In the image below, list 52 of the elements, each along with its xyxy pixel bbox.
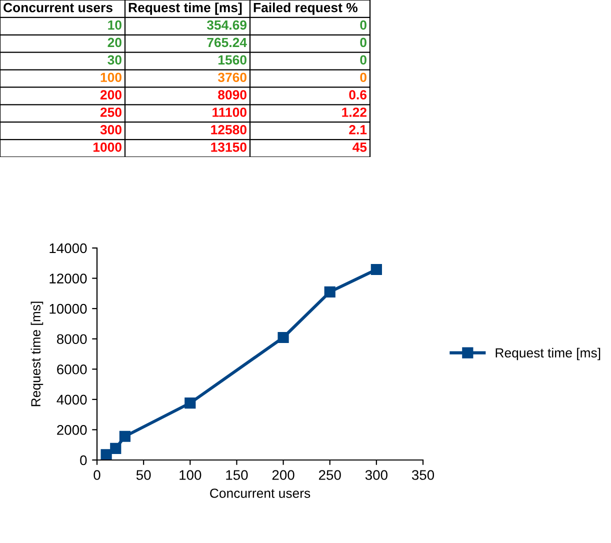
point [184,398,196,409]
text: 0.6 [349,90,367,100]
text: 0 [360,55,366,65]
point [110,442,122,454]
y-axis-title: Request time [ms] [30,302,44,406]
text: 1000 [93,142,122,152]
x-tick-label: 50 [136,470,151,480]
point [324,286,336,298]
point [119,430,130,442]
text: 0 [360,38,366,48]
x-tick-label: 150 [226,470,248,480]
x-tick-label: 250 [318,470,341,480]
category-label: Request time [ms] [128,2,242,15]
text: 13150 [211,142,246,152]
text: 354.69 [206,20,247,30]
x-tick-label: 300 [365,470,388,480]
text: 3760 [218,72,246,82]
text: 11100 [212,108,246,117]
y-tick-label: 0 [80,455,87,466]
text: 1.22 [342,108,366,117]
text: 300 [100,125,122,134]
point [370,264,382,276]
point [278,332,289,344]
text: 10 [108,20,122,30]
text: 200 [100,90,122,100]
text: 0 [360,72,366,82]
text: 12580 [211,125,246,134]
x-tick-label: 0 [94,470,100,480]
y-tick-label: 14000 [50,243,87,254]
x-axis-title: Concurrent users [210,488,310,498]
text: 45 [352,142,367,152]
text: 100 [100,72,122,82]
y-tick-label: 8000 [56,334,87,344]
x-tick-label: 200 [272,470,294,480]
y-tick-label: 2000 [57,425,87,435]
text: 1560 [218,55,246,65]
y-tick-label: 10000 [50,304,87,314]
text: 250 [100,108,122,117]
category-label: Concurrent users [4,2,112,12]
y-tick-label: 6000 [57,364,87,374]
y-tick-label: 12000 [50,274,87,284]
legend-label: Request time [ms] [496,348,600,360]
text: 30 [108,55,122,65]
text: 765.24 [207,38,247,48]
x-tick-label: 100 [180,470,202,480]
x-tick-label: 350 [412,470,434,480]
text: 20 [108,38,122,48]
y-tick-label: 4000 [56,394,87,405]
category-label: Failed request % [254,2,358,15]
text: 8090 [218,90,246,100]
text: 2.1 [349,125,367,134]
text: 0 [360,20,366,30]
